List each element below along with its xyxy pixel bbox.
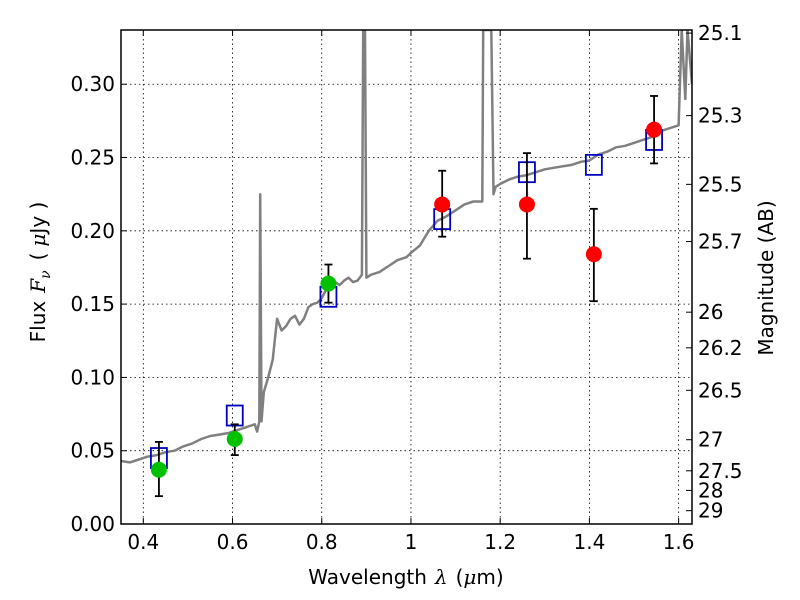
y2-tick-label: 25.5 [698,172,743,196]
x-tick-label: 1.2 [484,530,516,554]
spectrum-layer [121,30,692,464]
x-tick-label: 1.6 [663,530,695,554]
spectrum-line [121,30,692,464]
y2-tick-label: 26.2 [698,336,743,360]
x-axis-title: Wavelength λ (μm) [308,565,503,589]
y2-tick-label: 25.7 [698,230,743,254]
y2-tick-label: 27.5 [698,459,743,483]
y-tick-label: 0.05 [70,439,115,463]
y-tick-label: 0.15 [70,292,115,316]
plot-area [121,30,692,524]
y-tick-label: 0.00 [70,512,115,536]
photometry-point [150,461,167,478]
photometry-point [646,121,663,138]
y2-tick-label: 28 [698,478,723,502]
marker-layer [150,95,663,498]
y-tick-label: 0.25 [70,146,115,170]
y-axis-title: FluxFν(μJy ) [26,202,54,343]
axes-layer: 0.4 0.6 0.8 1 1.2 1.4 1.6 0.00 0.05 0.10 0.15 0.20 0… [70,21,742,554]
x-tick-label: 0.6 [217,530,249,554]
y2-tick-label: 26.5 [698,378,743,402]
photometry-point [320,275,337,292]
x-tick-label: 1.4 [573,530,605,554]
y2-tick-label: 29 [698,499,723,523]
photometry-point [226,430,243,447]
y2-axis-title: Magnitude (AB) [754,200,778,355]
y-tick-label: 0.20 [70,219,115,243]
x-tick-label: 0.8 [306,530,338,554]
y2-tick-label: 25.3 [698,104,743,128]
y-tick-label: 0.10 [70,365,115,389]
y2-tick-label: 26 [698,300,723,324]
photometry-point [434,196,451,213]
photometry-point [585,246,602,263]
x-tick-label: 1 [405,530,418,554]
y-tick-label: 0.30 [70,72,115,96]
photometry-point [518,196,535,213]
y2-tick-label: 25.1 [698,21,743,45]
x-tick-label: 0.4 [127,530,159,554]
y2-tick-label: 27 [698,428,723,452]
model-square-marker [584,153,603,176]
plot-frame [120,29,693,525]
